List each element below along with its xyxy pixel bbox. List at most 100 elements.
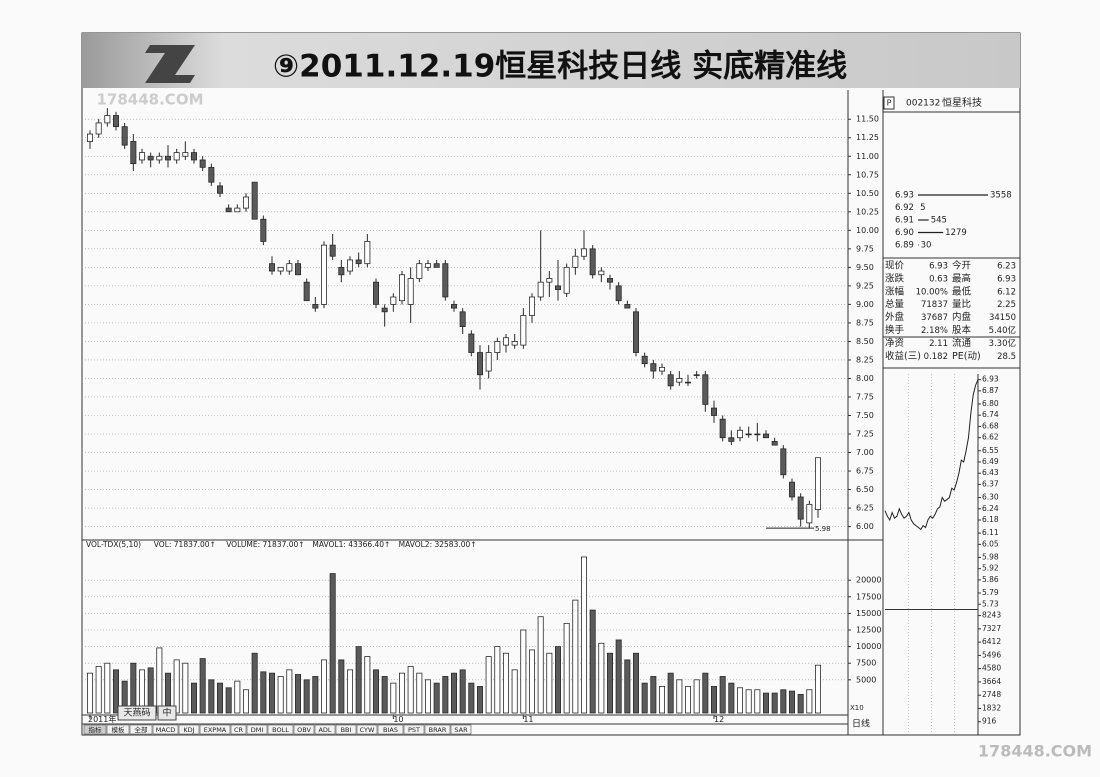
y-tick-label: 9.00 xyxy=(856,300,874,309)
candle-body xyxy=(815,457,822,510)
volume-bar xyxy=(277,676,284,714)
quote-value: 2.25 xyxy=(997,300,1016,310)
candle-body xyxy=(104,115,111,124)
y-tick-label: 7500 xyxy=(856,659,876,668)
candle-body xyxy=(624,303,631,309)
y-tick-label: 6.49 xyxy=(982,457,999,466)
x-tick-label: 11 xyxy=(523,715,533,724)
candle-body xyxy=(234,207,241,213)
toolbar-tab[interactable] xyxy=(377,724,404,735)
quote-label: 收益(三) xyxy=(885,350,921,362)
candle-body xyxy=(355,259,362,265)
candle-body xyxy=(754,433,761,436)
toolbar-tab[interactable] xyxy=(152,724,179,735)
x-tick-label: 2011年 xyxy=(88,714,116,724)
candle-body xyxy=(563,266,570,294)
y-tick-label: 11.50 xyxy=(856,115,879,124)
candle-body xyxy=(719,418,726,439)
candle-body xyxy=(745,433,752,436)
candle-body xyxy=(529,296,536,316)
volume-bar xyxy=(173,659,180,714)
volume-bar xyxy=(641,682,648,714)
volume-bar xyxy=(459,669,466,714)
toolbar-button-label: 天燕码 xyxy=(123,707,150,719)
quote-value: 6.12 xyxy=(997,287,1016,297)
toolbar-tab[interactable] xyxy=(199,724,231,735)
toolbar-tab[interactable] xyxy=(356,724,378,735)
toolbar-tab-label: CYW xyxy=(360,726,375,734)
volume-bar xyxy=(520,629,527,714)
quote-value: 10.00% xyxy=(916,287,948,297)
candle-body xyxy=(208,166,215,183)
toolbar-tab[interactable] xyxy=(267,724,294,735)
volume-bar xyxy=(234,680,241,714)
y-tick-label: 15000 xyxy=(856,609,881,618)
volume-bar xyxy=(789,690,796,714)
y-tick-label: 8.00 xyxy=(856,374,874,383)
volume-bar xyxy=(286,669,293,714)
x-tick-label: 10 xyxy=(393,715,403,724)
candle-body xyxy=(312,303,319,309)
volume-bar xyxy=(529,649,536,714)
candle-body xyxy=(303,281,310,302)
y-tick-label: 8.75 xyxy=(856,318,874,327)
candle-body xyxy=(225,207,232,213)
toolbar-button[interactable] xyxy=(157,705,177,721)
y2-tick-label: 8243 xyxy=(982,611,1001,620)
candle-body xyxy=(476,352,483,376)
banner xyxy=(82,33,1020,88)
quote-value: 3.30亿 xyxy=(989,338,1016,349)
y-tick-label: 7.00 xyxy=(856,448,874,457)
quote-label: 换手 xyxy=(885,324,905,336)
y2-tick-label: 7327 xyxy=(982,624,1001,633)
book-volume: 30 xyxy=(921,241,932,251)
candle-body xyxy=(338,266,345,276)
toolbar-tab[interactable] xyxy=(178,724,200,735)
volume-bar xyxy=(303,679,310,714)
y-tick-label: 6.55 xyxy=(982,446,999,455)
quote-value: 37687 xyxy=(921,313,948,323)
candle-body xyxy=(468,333,475,353)
candle-body xyxy=(407,278,414,305)
toolbar-tab[interactable] xyxy=(335,724,357,735)
volume-bar xyxy=(442,676,449,714)
quote-marker-box xyxy=(883,96,895,110)
toolbar-tab[interactable] xyxy=(293,724,315,735)
volume-bar xyxy=(87,672,94,714)
toolbar-tab[interactable] xyxy=(314,724,336,735)
toolbar-tab[interactable] xyxy=(230,724,247,735)
quote-label: 涨幅 xyxy=(885,285,905,297)
toolbar-tab[interactable] xyxy=(246,724,268,735)
toolbar-tab[interactable] xyxy=(424,724,451,735)
toolbar-button[interactable] xyxy=(117,705,157,721)
volume-bar xyxy=(390,682,397,714)
y-tick-label: 6.87 xyxy=(982,386,999,395)
candle-body xyxy=(546,278,553,283)
volume-bar xyxy=(216,682,223,714)
candle-body xyxy=(251,181,258,220)
indicator-label: VOLUME: 71837.00↑ xyxy=(226,540,304,549)
toolbar-tab-label: DMI xyxy=(251,726,264,734)
candle-body xyxy=(216,185,223,194)
volume-bar xyxy=(104,662,111,714)
volume-bar xyxy=(320,659,327,714)
toolbar-tab[interactable] xyxy=(403,724,425,735)
toolbar-tab[interactable] xyxy=(83,724,107,735)
volume-bar xyxy=(667,672,674,714)
toolbar-tab[interactable] xyxy=(129,724,153,735)
toolbar-tab-label: OBV xyxy=(297,726,311,734)
volume-bar xyxy=(615,639,622,714)
toolbar-tab-label: 指标 xyxy=(89,725,103,734)
y2-tick-label: 6412 xyxy=(982,637,1001,646)
y-tick-label: 6.25 xyxy=(856,504,874,513)
y-tick-label: 6.24 xyxy=(982,504,999,513)
y-tick-label: 6.18 xyxy=(982,515,999,524)
toolbar-tab[interactable] xyxy=(450,724,472,735)
toolbar-tab[interactable] xyxy=(106,724,130,735)
candle-body xyxy=(121,126,128,146)
candle-body xyxy=(607,278,614,283)
candle-body xyxy=(650,363,657,372)
toolbar-tab-label: 模板 xyxy=(112,725,126,734)
candle-body xyxy=(381,307,388,313)
candle-body xyxy=(398,274,405,302)
